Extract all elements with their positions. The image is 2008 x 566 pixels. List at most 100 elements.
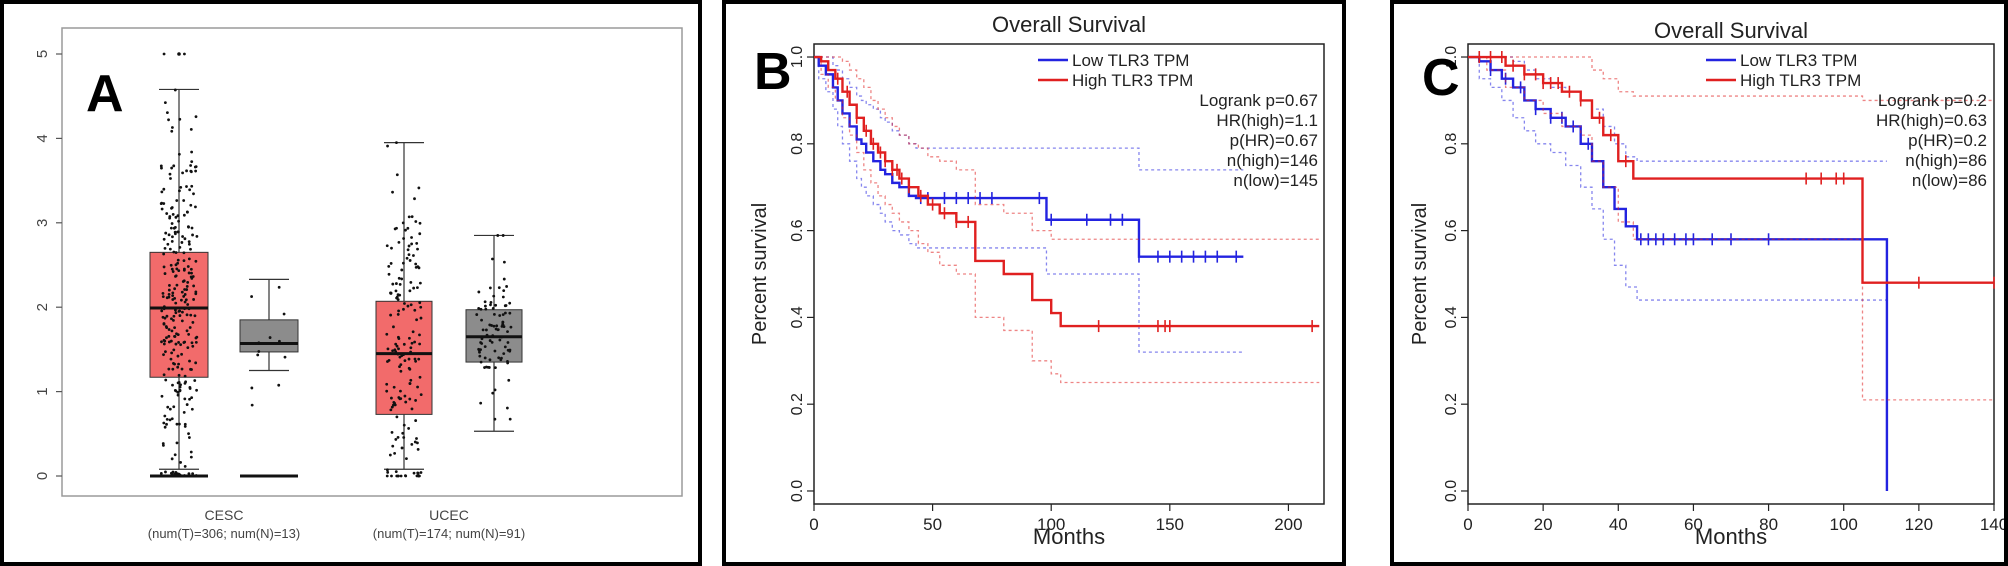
data-point	[161, 291, 165, 295]
legend-stat: n(low)=86	[1912, 171, 1987, 190]
data-point	[394, 470, 398, 474]
data-point	[170, 351, 174, 355]
ci-upper-high	[1468, 56, 1994, 102]
data-point	[505, 285, 509, 288]
data-point	[178, 385, 182, 389]
data-point	[168, 284, 171, 287]
data-point	[167, 367, 171, 371]
y-tick-label: 0.2	[1443, 393, 1460, 415]
data-point	[498, 338, 502, 342]
data-point	[190, 150, 194, 154]
data-point	[189, 164, 193, 167]
data-point	[189, 455, 193, 459]
data-point	[165, 314, 169, 318]
data-point	[183, 288, 186, 291]
data-point	[162, 373, 166, 377]
data-point	[194, 115, 198, 119]
data-point	[408, 259, 412, 262]
data-point	[491, 391, 495, 395]
data-point	[400, 354, 404, 357]
data-point	[486, 365, 490, 369]
data-point	[483, 304, 487, 308]
data-point	[182, 410, 186, 414]
panel-c: Overall Survival Months Percent survival 0 2…	[1390, 0, 2008, 566]
data-point	[507, 378, 511, 382]
legend-stat: HR(high)=0.63	[1876, 111, 1987, 130]
x-tick-label: 80	[1759, 515, 1778, 534]
data-point	[169, 177, 172, 180]
data-point	[387, 358, 391, 362]
data-point	[195, 388, 198, 392]
data-point	[170, 417, 174, 421]
data-point	[501, 234, 505, 237]
data-point	[171, 235, 174, 239]
data-point	[168, 418, 172, 422]
data-point	[180, 298, 183, 302]
data-point	[394, 350, 398, 354]
data-point	[385, 474, 389, 478]
data-point	[170, 239, 174, 243]
data-point	[504, 311, 507, 315]
data-point	[508, 417, 512, 421]
data-point	[391, 190, 394, 194]
data-point	[508, 349, 512, 353]
survival-line-high	[1468, 55, 1994, 284]
data-point	[416, 471, 420, 475]
data-point	[168, 247, 172, 251]
data-point	[393, 401, 396, 405]
data-point	[477, 306, 481, 310]
data-point	[389, 313, 393, 317]
survival-line-high	[814, 55, 1320, 328]
data-point	[181, 280, 185, 283]
data-point	[172, 314, 176, 318]
data-point	[492, 294, 496, 298]
data-point	[395, 173, 399, 177]
data-point	[166, 242, 170, 246]
data-point	[173, 88, 177, 92]
legend-label: High TLR3 TPM	[1072, 71, 1193, 90]
y-tick-label: 0.6	[789, 219, 806, 241]
data-point	[418, 301, 422, 305]
data-point	[174, 301, 178, 305]
data-point	[503, 345, 507, 349]
data-point	[191, 472, 195, 476]
data-point	[185, 403, 189, 406]
data-point	[177, 152, 181, 156]
data-point	[399, 389, 402, 393]
data-point	[159, 164, 163, 168]
data-point	[396, 435, 400, 439]
data-point	[389, 262, 393, 265]
data-point	[483, 356, 487, 360]
data-point	[418, 375, 422, 379]
ci-lower-low	[814, 56, 1244, 353]
data-point	[501, 313, 505, 316]
data-point	[404, 400, 408, 404]
data-point	[189, 367, 192, 371]
data-point	[181, 310, 184, 314]
data-point	[401, 261, 405, 265]
data-point	[394, 282, 398, 285]
data-point	[163, 316, 167, 320]
data-point	[409, 378, 413, 382]
data-point	[178, 314, 182, 317]
data-point	[180, 241, 184, 244]
data-point	[407, 427, 411, 430]
data-point	[162, 305, 166, 309]
data-point	[188, 188, 192, 192]
data-point	[413, 340, 417, 344]
data-point	[406, 226, 410, 230]
data-point	[165, 212, 169, 215]
data-point	[182, 251, 186, 255]
panel-label-c: C	[1422, 49, 1460, 107]
data-point	[187, 432, 190, 436]
data-point	[177, 362, 180, 366]
data-point	[406, 248, 410, 252]
data-point	[160, 340, 163, 344]
data-point	[192, 192, 195, 196]
data-point	[495, 324, 499, 328]
x-tick-label: 140	[1980, 515, 2004, 534]
data-point	[175, 332, 178, 336]
data-point	[162, 421, 166, 425]
data-point	[386, 468, 389, 472]
data-point	[419, 393, 423, 397]
